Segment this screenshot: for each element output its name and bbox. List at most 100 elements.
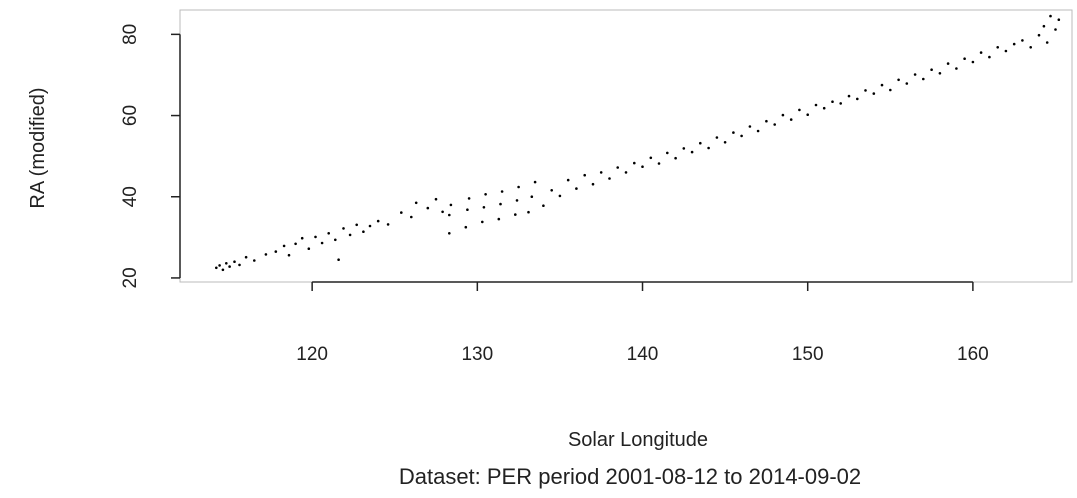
data-point	[1045, 41, 1049, 44]
y-tick-label: 20	[120, 267, 141, 288]
data-point	[414, 201, 418, 205]
data-point	[225, 262, 228, 265]
data-point	[715, 136, 719, 139]
data-point	[467, 197, 471, 200]
data-point	[806, 113, 809, 116]
y-tick-label: 60	[120, 105, 141, 126]
x-tick-label: 140	[627, 344, 659, 365]
data-point	[327, 232, 331, 235]
data-point	[500, 190, 504, 193]
data-point	[484, 193, 487, 196]
data-point	[410, 215, 413, 219]
data-point	[946, 62, 950, 65]
data-point	[368, 224, 372, 228]
data-point	[616, 166, 619, 169]
data-point	[1054, 28, 1057, 31]
data-point	[221, 268, 225, 272]
data-point	[1049, 14, 1052, 18]
plot-frame	[179, 9, 1073, 283]
data-point	[641, 165, 644, 168]
data-point	[732, 131, 735, 134]
data-point	[1042, 24, 1046, 28]
data-point	[264, 253, 268, 256]
data-point	[633, 161, 636, 165]
data-point	[699, 141, 702, 145]
y-tick-label: 80	[120, 24, 141, 45]
data-point	[497, 217, 501, 221]
data-point	[624, 171, 628, 174]
data-point	[839, 102, 842, 105]
data-point	[400, 211, 403, 214]
data-point	[1012, 42, 1016, 46]
data-point	[253, 259, 256, 262]
data-point	[533, 180, 537, 184]
data-point	[448, 213, 451, 217]
data-point	[889, 88, 892, 92]
data-point	[320, 241, 324, 245]
data-point	[550, 189, 553, 192]
data-point	[674, 156, 677, 160]
data-point	[723, 141, 727, 144]
data-point	[856, 97, 859, 101]
data-point	[583, 173, 586, 177]
data-point	[558, 194, 562, 198]
data-point	[748, 125, 752, 128]
x-axis-title: Solar Longitude	[568, 429, 708, 451]
data-point	[542, 204, 545, 207]
data-point	[238, 263, 241, 267]
data-point	[979, 51, 983, 54]
data-point	[707, 146, 710, 150]
data-point	[426, 206, 430, 210]
data-point	[448, 232, 451, 235]
x-axis-ticks: 120 130 140 150 160	[296, 282, 989, 365]
data-point	[228, 265, 231, 268]
data-point	[955, 67, 958, 70]
data-point	[575, 187, 578, 190]
data-point	[814, 103, 818, 107]
data-point	[294, 242, 297, 246]
data-point	[798, 108, 801, 112]
data-point	[831, 100, 834, 103]
data-point	[314, 235, 317, 239]
data-point	[591, 182, 595, 186]
data-point	[348, 233, 352, 237]
data-point	[482, 206, 486, 209]
data-point	[441, 210, 444, 214]
data-point	[666, 151, 669, 155]
data-point	[922, 77, 925, 81]
data-point	[244, 255, 248, 259]
dataset-caption: Dataset: PER period 2001-08-12 to 2014-0…	[399, 464, 861, 489]
data-point	[337, 258, 340, 262]
data-point	[864, 89, 867, 92]
data-point	[1037, 33, 1041, 37]
data-point	[527, 210, 530, 214]
data-point	[517, 185, 520, 189]
data-point	[682, 147, 686, 150]
data-point	[773, 123, 776, 126]
data-point	[905, 82, 909, 85]
data-point	[449, 203, 453, 207]
data-point	[499, 202, 502, 206]
data-point	[530, 195, 534, 198]
data-point	[649, 156, 653, 160]
data-point	[514, 213, 517, 216]
data-point	[376, 219, 380, 223]
data-point	[1021, 39, 1024, 42]
data-point	[355, 223, 359, 227]
y-axis-ticks: 20 40 60 80	[120, 24, 180, 289]
data-point	[690, 150, 694, 154]
data-point	[930, 68, 933, 71]
data-point	[274, 250, 278, 253]
data-point	[1057, 18, 1061, 22]
data-point	[481, 220, 484, 224]
data-point	[1029, 46, 1032, 49]
x-tick-label: 150	[792, 344, 824, 365]
data-point	[362, 230, 365, 233]
data-point	[215, 266, 218, 270]
data-point	[599, 171, 603, 174]
data-point	[386, 223, 390, 226]
data-point	[434, 197, 438, 201]
data-point	[740, 134, 743, 138]
data-point	[233, 260, 236, 264]
data-point	[988, 55, 991, 59]
